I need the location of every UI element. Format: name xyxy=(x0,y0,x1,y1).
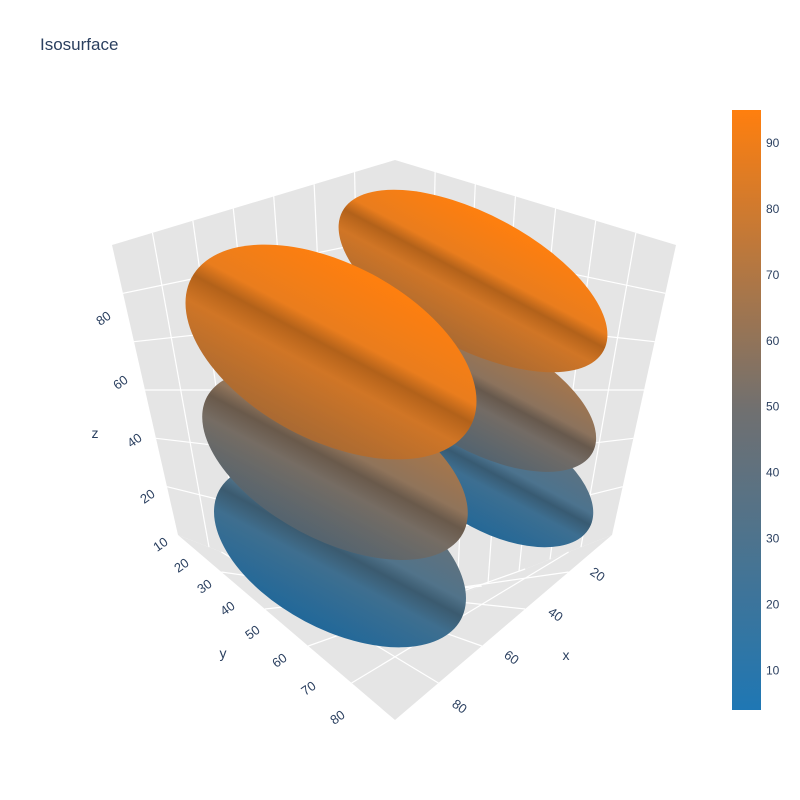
isosurface-front-top xyxy=(185,244,477,460)
colorbar-tick-label: 60 xyxy=(766,334,780,348)
colorbar-tick-label: 90 xyxy=(766,136,780,150)
isosurface-front-middle xyxy=(202,370,468,560)
y-axis-label: y xyxy=(220,645,227,661)
y-tick-label: 10 xyxy=(150,534,170,555)
z-tick-label: 20 xyxy=(137,486,157,507)
colorbar-tick-label: 50 xyxy=(766,400,780,414)
y-tick-label: 20 xyxy=(171,555,191,576)
y-tick-label: 70 xyxy=(298,678,318,699)
colorbar-tick-label: 80 xyxy=(766,202,780,216)
gridline-y xyxy=(151,232,210,548)
colorbar-tick-label: 20 xyxy=(766,598,780,612)
colorbar-ticks: 10 20 30 40 50 60 70 80 90 xyxy=(766,136,780,677)
colorbar-tick-label: 70 xyxy=(766,268,780,282)
colorbar-tick-label: 40 xyxy=(766,466,780,480)
isosurface-back-top xyxy=(338,189,608,373)
colorbar-gradient xyxy=(732,110,761,710)
y-tick-label: 40 xyxy=(217,598,237,619)
colorbar-tick-label: 30 xyxy=(766,532,780,546)
z-tick-label: 40 xyxy=(124,430,144,451)
z-tick-label: 80 xyxy=(93,308,113,329)
y-tick-label: 60 xyxy=(269,650,289,671)
y-tick-label: 80 xyxy=(327,707,347,728)
x-axis-label: x xyxy=(563,647,570,663)
x-tick-label: 20 xyxy=(587,564,607,585)
colorbar: 10 20 30 40 50 60 70 80 90 xyxy=(732,110,780,710)
z-axis-label: z xyxy=(92,425,99,441)
isosurfaces xyxy=(185,189,608,648)
gridline-x xyxy=(580,232,637,548)
x-tick-label: 80 xyxy=(449,696,469,717)
chart-title: Isosurface xyxy=(40,35,118,54)
x-tick-label: 40 xyxy=(545,604,565,625)
z-tick-label: 60 xyxy=(110,372,130,393)
y-tick-label: 50 xyxy=(242,622,262,643)
y-tick-label: 30 xyxy=(194,576,214,597)
x-tick-label: 60 xyxy=(501,647,521,668)
colorbar-tick-label: 10 xyxy=(766,663,780,677)
